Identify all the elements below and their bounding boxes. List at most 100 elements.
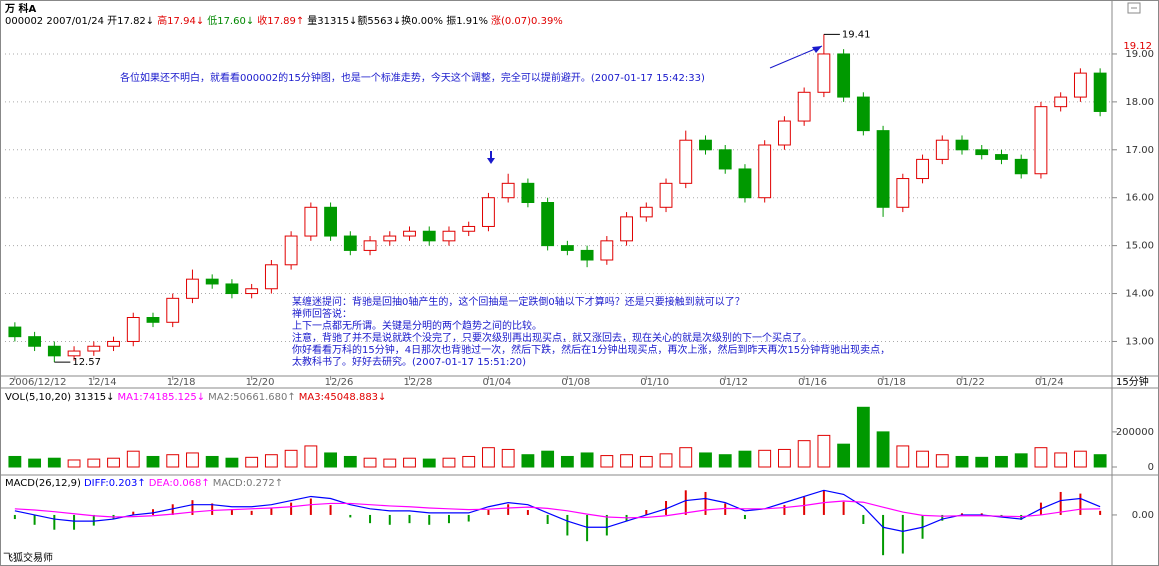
- candle-body: [797, 91, 811, 122]
- candle-body: [264, 264, 278, 290]
- legend-entry: MA2:50661.680↑: [208, 392, 296, 403]
- volume-bar: [521, 454, 535, 468]
- candle-body: [699, 139, 712, 151]
- candle-body: [679, 139, 693, 184]
- quote-part: 高17.94↓: [157, 14, 204, 27]
- volume-bar: [1034, 447, 1048, 468]
- volume-bar: [186, 452, 199, 468]
- x-tick-label: 01/18: [877, 377, 906, 388]
- volume-bar: [126, 450, 140, 468]
- candle-body: [758, 144, 772, 199]
- x-tick-label: 12/20: [246, 377, 275, 388]
- candle-body: [482, 197, 495, 227]
- volume-bar: [363, 457, 377, 468]
- quote-part: 低17.60↓: [207, 14, 254, 27]
- window-icon[interactable]: [1127, 2, 1141, 14]
- volume-bar: [975, 456, 989, 468]
- volume-bar: [245, 456, 259, 468]
- volume-bar: [146, 455, 160, 468]
- volume-bar: [225, 457, 239, 468]
- volume-bar: [955, 455, 969, 468]
- legend-entry: MACD:0.272↑: [213, 478, 283, 489]
- x-tick-label: 12/14: [88, 377, 117, 388]
- candle-body: [343, 235, 357, 251]
- candle-body: [955, 139, 969, 151]
- volume-bar: [837, 443, 851, 468]
- volume-bar: [1054, 452, 1068, 468]
- candle-body: [205, 278, 219, 285]
- candle-body: [600, 240, 614, 261]
- candle-body: [462, 225, 476, 232]
- volume-bar: [343, 455, 357, 468]
- y-tick-label: 200000: [1116, 427, 1154, 438]
- y-tick-label: 0.00: [1132, 510, 1154, 521]
- quote-line: 000002 2007/01/24 开17.82↓ 高17.94↓ 低17.60↓ 收…: [5, 14, 563, 27]
- footer-label: 飞狐交易师: [3, 551, 53, 564]
- macd-line: [14, 489, 1101, 532]
- annotation: 某缠迷提问：背驰是回抽0轴产生的，这个回抽是一定跌倒0轴以下才算吗？还是只要接触…: [292, 295, 745, 308]
- candle-body: [225, 283, 239, 295]
- candle-body: [324, 206, 337, 237]
- candle-body: [501, 182, 515, 199]
- x-tick-label: 01/12: [719, 377, 748, 388]
- volume-bar: [935, 454, 949, 468]
- legend-entry: MA3:45048.883↓: [299, 392, 387, 403]
- volume-bar: [1093, 454, 1107, 468]
- down-arrow: [487, 158, 495, 164]
- volume-bar: [620, 454, 633, 468]
- legend-entry: DIFF:0.203↑: [84, 478, 146, 489]
- x-tick-label: 01/22: [956, 377, 985, 388]
- volume-bar: [324, 452, 337, 468]
- volume-bar: [8, 455, 22, 468]
- y-tick-label: 14.00: [1125, 289, 1154, 300]
- candle-body: [1073, 72, 1087, 98]
- quote-part: 收17.89↑: [257, 14, 304, 27]
- candle-body: [363, 240, 377, 251]
- candle-body: [107, 340, 120, 347]
- volume-bar: [482, 447, 495, 468]
- volume-bar: [422, 458, 436, 468]
- volume-bar: [501, 448, 515, 468]
- volume-bar: [639, 455, 653, 468]
- volume-bar: [462, 455, 476, 468]
- candle-body: [442, 230, 456, 242]
- volume-bar: [718, 454, 732, 468]
- volume-bar: [264, 454, 278, 468]
- annotation: 各位如果还不明白，就看看000002的15分钟图，也是一个标准走势，今天这个调整…: [120, 71, 705, 84]
- low-marker-label: 12.57: [72, 357, 101, 368]
- candle-body: [284, 235, 298, 266]
- candle-body: [146, 317, 160, 323]
- quote-part: 涨(0.07)0.39%: [491, 15, 563, 27]
- volume-bar: [876, 431, 890, 468]
- candle-body: [403, 230, 416, 237]
- candle-body: [422, 230, 436, 242]
- volume-bar: [699, 452, 712, 468]
- candle-body: [975, 149, 989, 156]
- y-tick-label: 13.00: [1125, 336, 1154, 347]
- volume-bar: [916, 450, 929, 468]
- volume-bar: [995, 455, 1008, 468]
- annotation: 你好看看万科的15分钟，4日那次也背驰过一次，然后下跌，然后在1分钟出现买点，再…: [292, 343, 890, 356]
- y-tick-label: 17.00: [1125, 145, 1154, 156]
- y-tick-label: 16.00: [1125, 193, 1154, 204]
- candle-body: [521, 182, 535, 203]
- x-tick-label: 01/16: [798, 377, 827, 388]
- candle-body: [778, 120, 791, 146]
- candle-body: [896, 178, 910, 208]
- candle-body: [186, 278, 199, 299]
- volume-bar: [1014, 453, 1028, 468]
- volume-bar: [166, 454, 180, 468]
- candle-body: [659, 182, 673, 208]
- volume-bar: [896, 445, 910, 468]
- volume-bar: [797, 440, 811, 468]
- volume-bar: [738, 450, 752, 468]
- candle-body: [738, 168, 752, 199]
- high-marker-label: 19.41: [842, 29, 871, 40]
- volume-bar: [560, 455, 574, 468]
- x-tick-label: 12/18: [167, 377, 196, 388]
- candle-body: [8, 326, 22, 338]
- candle-body: [935, 139, 949, 160]
- volume-bar: [403, 457, 416, 468]
- annotation: 禅师回答说：: [292, 307, 352, 320]
